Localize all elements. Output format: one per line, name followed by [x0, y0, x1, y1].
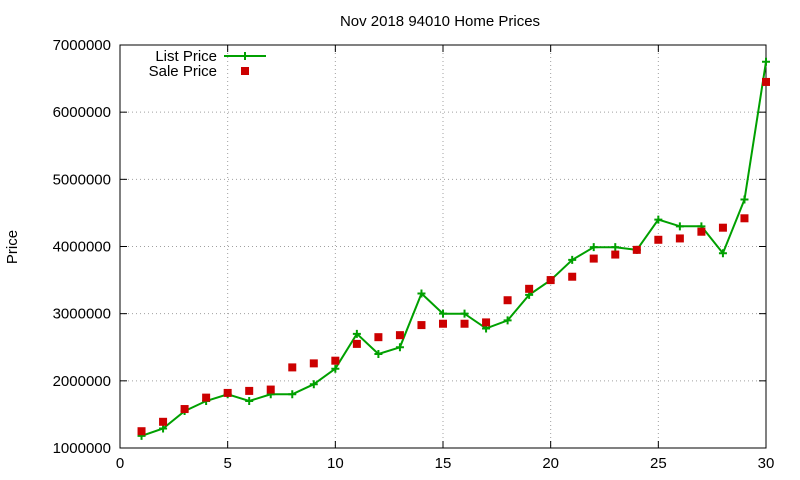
series-line-list-price	[141, 61, 767, 437]
point-sale-price	[740, 214, 749, 223]
point-list-price	[374, 349, 383, 358]
point-list-price	[331, 364, 340, 373]
point-sale-price	[395, 331, 404, 340]
point-sale-price	[482, 318, 491, 327]
point-list-price	[568, 255, 577, 264]
point-sale-price	[288, 363, 297, 372]
point-sale-price	[675, 234, 684, 243]
y-tick-label: 4000000	[53, 239, 111, 256]
y-tick-label: 5000000	[53, 171, 111, 188]
x-tick-label: 0	[116, 455, 124, 472]
point-sale-price	[503, 296, 512, 305]
point-sale-price	[180, 405, 189, 414]
point-list-price	[460, 309, 469, 318]
point-list-price	[395, 343, 404, 352]
point-sale-price	[568, 272, 577, 281]
x-tick-label: 15	[435, 455, 452, 472]
point-sale-price	[202, 393, 211, 402]
point-list-price	[352, 329, 361, 338]
axis-ticks: 1000000 2000000 3000000 4000000 5000000 60000…	[53, 37, 775, 472]
point-sale-price	[718, 223, 727, 232]
point-sale-price	[546, 276, 555, 285]
point-sale-price	[352, 339, 361, 348]
chart-title: Nov 2018 94010 Home Prices	[340, 13, 540, 30]
grid	[120, 45, 766, 448]
point-list-price	[309, 380, 318, 389]
x-tick-label: 10	[327, 455, 344, 472]
y-tick-label: 1000000	[53, 440, 111, 457]
point-sale-price	[439, 319, 447, 328]
legend-marker-list-price	[241, 52, 249, 60]
point-list-price	[589, 243, 598, 252]
point-list-price	[439, 309, 447, 318]
point-sale-price	[654, 235, 663, 244]
y-tick-label: 3000000	[53, 306, 111, 323]
point-list-price	[159, 424, 168, 433]
point-list-price	[417, 289, 426, 298]
legend: List Price Sale Price	[149, 48, 266, 80]
legend-label-list-price: List Price	[155, 48, 217, 65]
point-list-price	[675, 222, 684, 231]
point-list-price	[654, 215, 663, 224]
point-sale-price	[223, 388, 232, 397]
point-sale-price	[374, 333, 383, 342]
point-list-price	[503, 316, 512, 325]
point-list-price	[740, 195, 749, 204]
point-sale-price	[589, 254, 598, 263]
point-list-price	[611, 243, 620, 252]
x-tick-label: 5	[223, 455, 231, 472]
point-sale-price	[309, 359, 318, 368]
x-tick-label: 25	[650, 455, 667, 472]
y-axis-label: Price	[4, 230, 21, 264]
legend-label-sale-price: Sale Price	[149, 63, 217, 80]
point-sale-price	[331, 356, 340, 365]
point-sale-price	[632, 245, 641, 254]
point-sale-price	[137, 427, 146, 436]
y-tick-label: 6000000	[53, 104, 111, 121]
point-list-price	[288, 390, 297, 399]
point-sale-price	[762, 77, 770, 86]
point-list-price	[718, 249, 727, 258]
point-sale-price	[460, 319, 469, 328]
point-list-price	[762, 57, 770, 66]
point-sale-price	[611, 250, 620, 259]
point-sale-price	[159, 417, 168, 426]
point-sale-price	[525, 284, 534, 293]
point-sale-price	[245, 386, 254, 395]
x-tick-label: 30	[758, 455, 775, 472]
series	[137, 57, 770, 440]
point-sale-price	[697, 227, 706, 236]
point-sale-price	[266, 385, 275, 394]
y-tick-label: 2000000	[53, 373, 111, 390]
point-sale-price	[417, 321, 426, 330]
x-tick-label: 20	[542, 455, 559, 472]
y-tick-label: 7000000	[53, 37, 111, 54]
legend-marker-sale-price	[241, 67, 249, 75]
point-list-price	[245, 396, 254, 405]
